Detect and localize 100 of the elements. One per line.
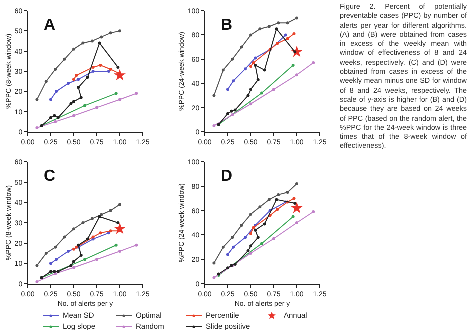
point xyxy=(250,65,252,68)
point xyxy=(250,102,252,106)
point xyxy=(254,228,258,232)
point xyxy=(77,78,80,82)
line-series xyxy=(250,197,296,236)
point xyxy=(212,276,216,280)
point xyxy=(312,210,316,214)
point xyxy=(292,215,295,218)
annotation: D xyxy=(221,168,233,185)
line-series xyxy=(36,203,122,268)
point xyxy=(232,80,236,83)
point xyxy=(277,22,280,25)
point xyxy=(292,64,295,67)
line-series xyxy=(36,30,122,102)
point xyxy=(275,198,278,202)
point xyxy=(86,238,90,241)
point xyxy=(250,34,252,37)
point xyxy=(246,250,250,253)
point xyxy=(70,102,73,106)
point xyxy=(232,246,236,249)
point xyxy=(260,92,264,95)
point xyxy=(231,236,234,240)
point xyxy=(312,62,316,65)
point xyxy=(286,37,290,40)
point xyxy=(36,280,39,284)
point xyxy=(77,86,80,90)
point xyxy=(296,182,298,186)
point xyxy=(72,100,76,104)
point xyxy=(258,206,262,209)
point xyxy=(44,252,48,255)
point xyxy=(109,68,112,71)
point xyxy=(55,90,58,94)
line-series xyxy=(226,34,288,92)
point xyxy=(99,64,102,67)
point xyxy=(99,232,102,235)
point xyxy=(70,264,73,268)
point xyxy=(116,222,120,224)
annotation: B xyxy=(221,17,233,34)
point xyxy=(275,28,278,31)
point xyxy=(254,56,258,60)
point xyxy=(66,82,70,86)
point xyxy=(256,78,260,82)
point xyxy=(92,66,95,69)
annotation: A xyxy=(44,17,56,34)
point xyxy=(54,246,58,249)
point xyxy=(114,92,118,96)
point xyxy=(276,208,280,212)
point xyxy=(222,68,225,72)
point xyxy=(276,42,280,46)
annotation: C xyxy=(44,168,56,185)
point xyxy=(54,68,58,71)
point xyxy=(80,96,83,100)
point xyxy=(250,232,252,236)
point xyxy=(231,114,234,117)
point xyxy=(72,248,76,251)
point xyxy=(116,66,120,69)
point xyxy=(226,253,230,256)
point xyxy=(250,244,252,248)
point xyxy=(50,270,52,274)
point xyxy=(72,114,76,118)
point xyxy=(240,46,244,49)
point xyxy=(246,94,250,98)
point xyxy=(226,266,230,270)
point xyxy=(118,203,122,206)
point xyxy=(56,270,60,274)
point xyxy=(36,126,39,130)
point xyxy=(66,250,70,253)
point xyxy=(72,266,76,270)
point xyxy=(272,237,276,240)
point xyxy=(75,74,78,78)
line-series xyxy=(36,244,138,284)
point xyxy=(72,260,76,264)
point xyxy=(272,88,276,92)
point xyxy=(114,222,126,234)
point xyxy=(286,191,290,194)
point xyxy=(244,68,247,71)
point xyxy=(72,48,76,51)
point xyxy=(258,28,262,31)
point xyxy=(63,236,66,239)
point xyxy=(260,242,264,246)
point xyxy=(296,16,298,20)
point xyxy=(72,228,76,231)
point xyxy=(36,98,39,102)
point xyxy=(294,202,297,205)
point xyxy=(109,32,112,35)
point xyxy=(230,110,234,113)
point xyxy=(100,36,104,39)
point xyxy=(268,25,271,28)
point xyxy=(90,40,94,43)
point xyxy=(90,217,94,220)
point xyxy=(84,104,87,108)
point xyxy=(212,262,216,265)
line-series xyxy=(250,32,296,68)
point xyxy=(118,250,122,253)
point xyxy=(63,58,66,61)
point xyxy=(114,244,118,247)
point xyxy=(292,32,296,36)
point xyxy=(263,68,266,72)
point xyxy=(92,70,95,73)
point xyxy=(98,42,102,45)
